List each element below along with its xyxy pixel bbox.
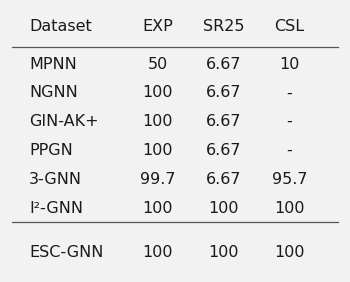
- Text: 3-GNN: 3-GNN: [29, 172, 82, 187]
- Text: CSL: CSL: [274, 19, 304, 34]
- Text: -: -: [287, 114, 293, 129]
- Text: 100: 100: [208, 245, 239, 260]
- Text: GIN-AK+: GIN-AK+: [29, 114, 99, 129]
- Text: 6.67: 6.67: [206, 57, 241, 72]
- Text: 50: 50: [147, 57, 168, 72]
- Text: 100: 100: [274, 245, 305, 260]
- Text: 100: 100: [142, 143, 173, 158]
- Text: 100: 100: [208, 201, 239, 215]
- Text: 6.67: 6.67: [206, 172, 241, 187]
- Text: 100: 100: [142, 85, 173, 100]
- Text: 100: 100: [142, 245, 173, 260]
- Text: MPNN: MPNN: [29, 57, 77, 72]
- Text: 100: 100: [274, 201, 305, 215]
- Text: Dataset: Dataset: [29, 19, 92, 34]
- Text: PPGN: PPGN: [29, 143, 73, 158]
- Text: 100: 100: [142, 114, 173, 129]
- Text: 6.67: 6.67: [206, 114, 241, 129]
- Text: I²-GNN: I²-GNN: [29, 201, 83, 215]
- Text: SR25: SR25: [203, 19, 244, 34]
- Text: 6.67: 6.67: [206, 85, 241, 100]
- Text: 99.7: 99.7: [140, 172, 175, 187]
- Text: EXP: EXP: [142, 19, 173, 34]
- Text: -: -: [287, 85, 293, 100]
- Text: -: -: [287, 143, 293, 158]
- Text: 95.7: 95.7: [272, 172, 307, 187]
- Text: ESC-GNN: ESC-GNN: [29, 245, 104, 260]
- Text: 10: 10: [279, 57, 300, 72]
- Text: 100: 100: [142, 201, 173, 215]
- Text: 6.67: 6.67: [206, 143, 241, 158]
- Text: NGNN: NGNN: [29, 85, 78, 100]
